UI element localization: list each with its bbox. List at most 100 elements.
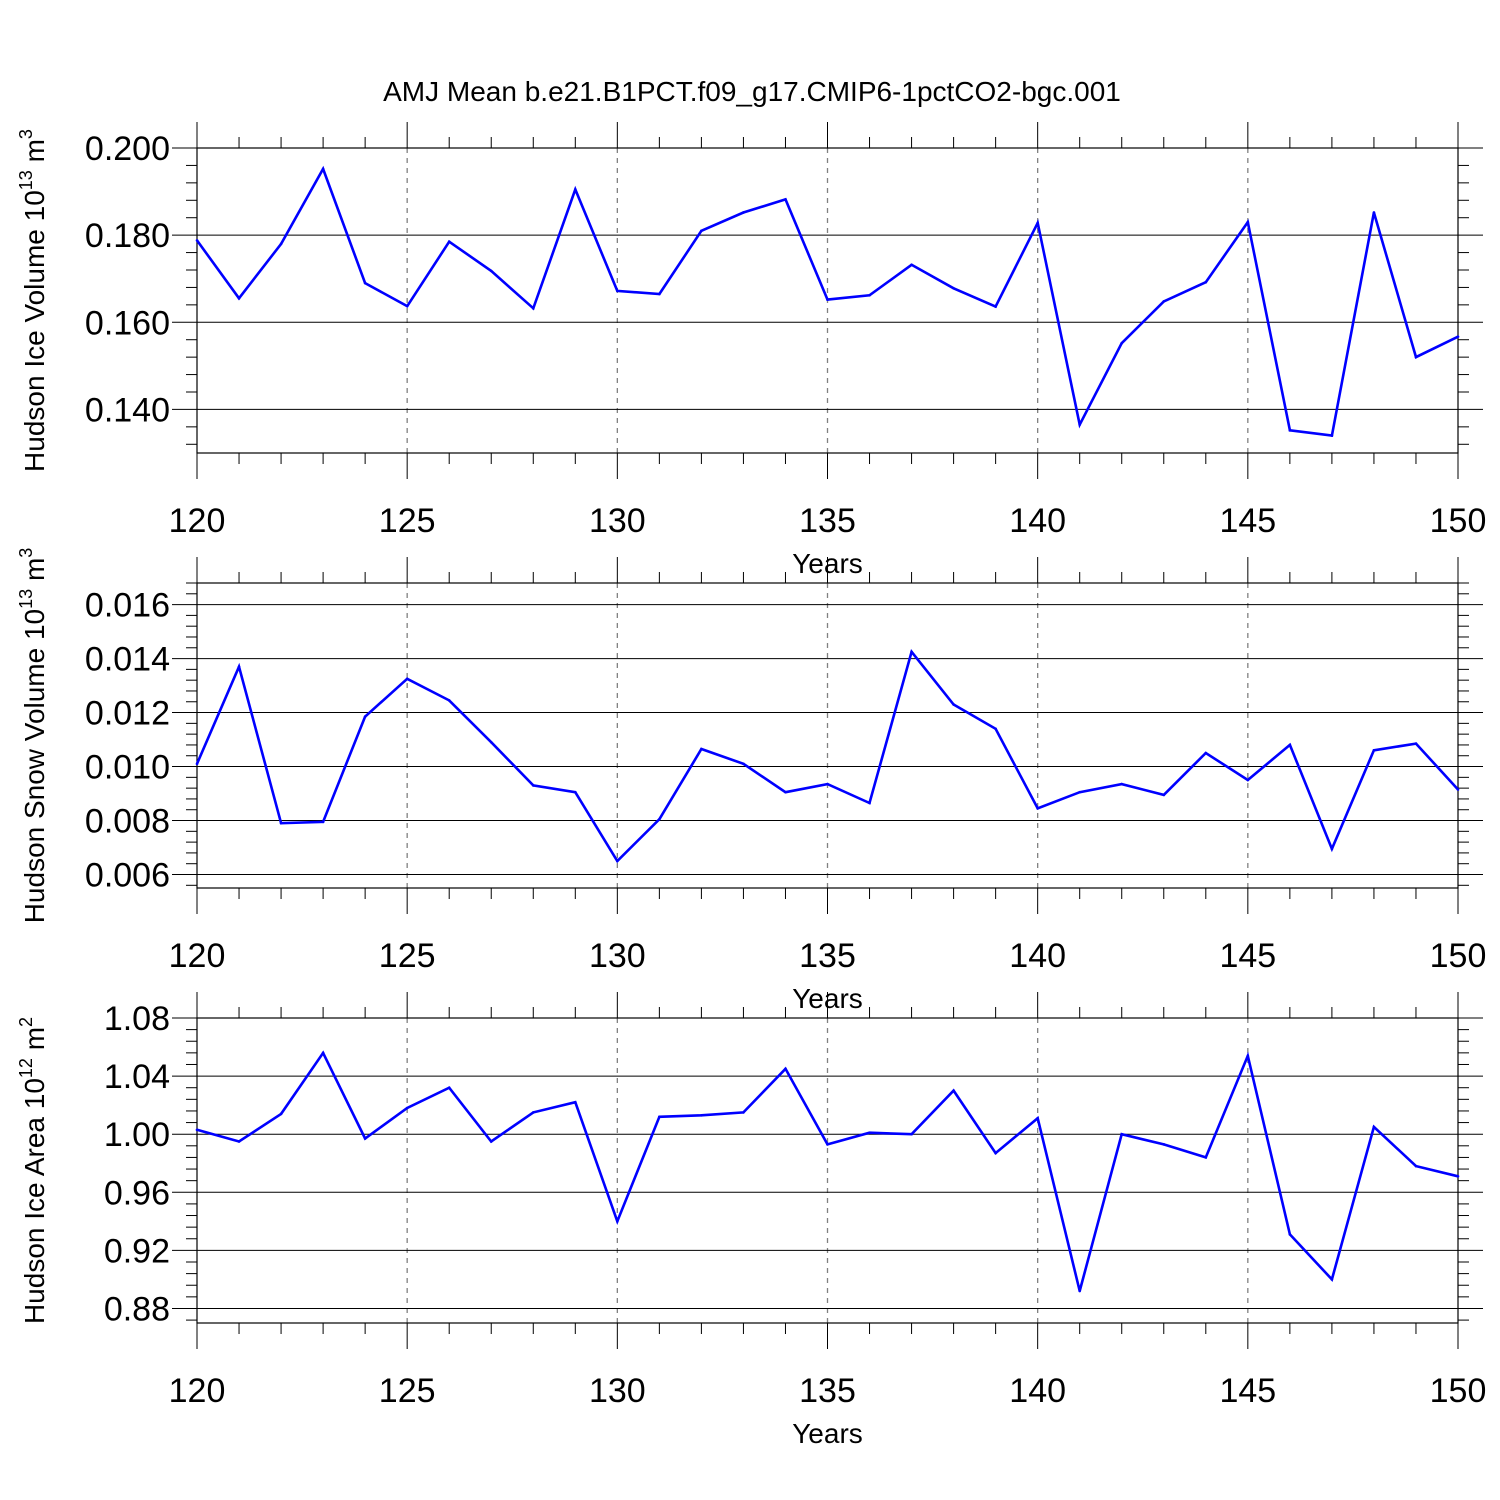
x-tick-label: 125 [379,937,436,975]
data-point [994,1151,997,1155]
x-tick-label: 120 [169,502,226,540]
y-axis-label: Hudson Ice Area 1012 m2 [16,1017,50,1324]
x-tick-label: 140 [1009,1372,1066,1410]
data-point [1372,1125,1376,1129]
data-point [405,677,409,681]
data-point [1120,1132,1124,1136]
data-point [363,281,367,285]
data-point [531,307,535,310]
data-point [195,762,199,766]
data-point [952,1089,955,1092]
y-tick-label: 0.012 [85,695,170,733]
data-point [1372,749,1376,752]
chart-panel-2: 120 125 130 135 140 145 150 0.006 0.008 0.010 0.01… [16,548,1486,1014]
data-point [574,790,577,794]
x-tick-label: 140 [1009,502,1066,540]
data-point [1204,1156,1208,1159]
x-tick-label: 150 [1430,1372,1487,1410]
data-point [784,790,787,794]
data-point [489,740,493,744]
data-point [826,1143,829,1146]
data-point [363,715,367,718]
y-tick-label: 0.008 [85,803,170,841]
data-point [1078,1289,1081,1293]
data-point [1036,1116,1039,1120]
data-point [742,762,745,766]
data-point [784,1067,787,1071]
data-point [1456,788,1460,791]
data-point [952,287,955,290]
data-point [279,242,283,246]
data-point [658,817,661,821]
y-tick-label: 0.96 [104,1174,170,1212]
y-tick-label: 0.92 [104,1232,170,1270]
x-tick-label: 150 [1430,502,1487,540]
chart-title: AMJ Mean b.e21.B1PCT.f09_g17.CMIP6-1pctC… [383,76,1121,107]
data-point [742,211,745,214]
data-point [574,188,577,191]
y-tick-label: 0.010 [85,749,170,787]
data-point [1246,220,1250,224]
x-tick-label: 125 [379,1372,436,1410]
data-point [363,1137,367,1140]
data-point [1120,782,1124,786]
data-point [868,1131,871,1135]
data-point [195,1128,199,1132]
x-tick-label: 120 [169,937,226,975]
data-point [910,1132,913,1136]
data-point [1078,423,1081,426]
data-point [784,198,787,201]
data-point [1078,790,1081,794]
data-point [489,269,493,273]
data-point [1162,1143,1166,1146]
chart-panel-3: 120 125 130 135 140 145 150 0.88 0.92 0.96 1.00 1.0… [16,992,1486,1449]
x-tick-label: 145 [1219,1372,1276,1410]
data-point [279,1112,283,1116]
x-tick-label: 135 [799,1372,856,1410]
data-point [574,1100,577,1104]
x-tick-label: 125 [379,502,436,540]
data-point [1414,355,1418,359]
data-point [1288,429,1292,432]
data-point [195,239,199,242]
data-point [1036,807,1039,810]
y-tick-label: 1.00 [104,1116,170,1154]
data-point [1162,793,1166,797]
data-point [1372,211,1376,214]
x-tick-label: 130 [589,502,646,540]
x-tick-label: 130 [589,937,646,975]
y-tick-label: 0.014 [85,641,170,679]
data-point [1204,280,1208,284]
y-tick-label: 0.180 [85,217,170,255]
y-tick-label: 0.88 [104,1290,170,1328]
y-tick-label: 0.016 [85,587,170,625]
y-axis-label: Hudson Ice Volume 1013 m3 [16,129,50,472]
data-point [658,1115,661,1119]
data-point [1162,300,1166,303]
data-point [279,821,283,825]
x-tick-label: 150 [1430,937,1487,975]
data-point [994,727,997,731]
data-point [405,304,409,308]
y-tick-label: 0.140 [85,391,170,429]
data-point [447,1086,451,1090]
y-tick-label: 0.200 [85,130,170,168]
y-axis-label: Hudson Snow Volume 1013 m3 [16,548,50,924]
data-point [910,650,913,654]
data-point [742,1111,745,1114]
data-point [700,229,703,233]
x-tick-label: 140 [1009,937,1066,975]
x-tick-label: 145 [1219,937,1276,975]
data-point [1456,335,1460,338]
data-point [321,1051,325,1055]
x-tick-label: 145 [1219,502,1276,540]
data-point [826,298,829,301]
y-tick-label: 0.006 [85,857,170,895]
data-point [616,859,619,863]
data-point [1204,751,1208,755]
data-point [447,240,451,243]
data-point [1414,742,1418,745]
data-point [1288,1233,1292,1236]
y-tick-label: 1.04 [104,1058,170,1096]
